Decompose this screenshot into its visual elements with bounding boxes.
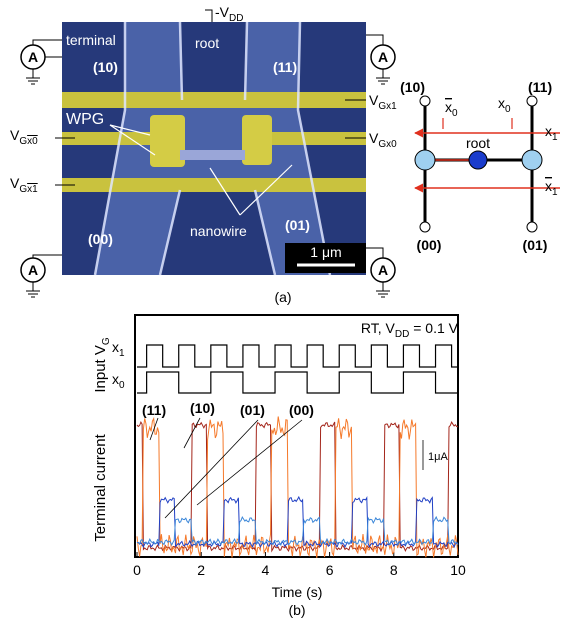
node-01: (01)	[523, 237, 548, 253]
x0-wave-main: x	[112, 371, 119, 387]
condition: RT, VDD = 0.1 V	[361, 320, 459, 340]
wpg-label: WPG	[66, 111, 104, 128]
figure: 1 μm terminal (10) (11) (01) (00) root W…	[0, 0, 566, 624]
x1-main: x	[545, 123, 552, 139]
x-tick-label: 10	[450, 562, 466, 578]
vdd-main: -V	[215, 4, 230, 20]
input-x0: x0	[498, 95, 511, 115]
vgx1-label: VGx1	[369, 92, 397, 112]
current-scale: 1μA	[428, 451, 448, 463]
x-tick-label: 2	[197, 562, 205, 578]
current-trace	[137, 417, 458, 558]
scale-bar-label: 1 μm	[310, 244, 341, 260]
input-label-main: Input V	[92, 345, 109, 393]
x1-wave-main: x	[112, 339, 119, 355]
x0-wave-label: x0	[112, 371, 125, 391]
vgx1bar-label: VGx1	[10, 175, 38, 195]
caption-b: (b)	[288, 602, 305, 618]
input-x1: x1	[545, 123, 558, 143]
node-10: (10)	[400, 79, 425, 95]
condition-post: = 0.1 V	[409, 320, 458, 336]
caption-a: (a)	[274, 289, 291, 305]
x0-sub: 0	[505, 104, 511, 115]
x-tick-label: 6	[326, 562, 334, 578]
x1bar-sub: 1	[552, 187, 558, 198]
sem-image: 1 μm terminal (10) (11) (01) (00) root W…	[62, 22, 366, 275]
x1bar-main: x	[545, 178, 552, 194]
input-label: Input VG	[92, 337, 112, 393]
x0bar-main: x	[445, 99, 452, 115]
vgx0-label: VGx0	[369, 130, 397, 150]
ammeter-label: A	[28, 262, 38, 278]
x0-wave-sub: 0	[119, 380, 125, 391]
current-label: Terminal current	[92, 433, 109, 541]
vgx1-sub: Gx1	[378, 101, 397, 112]
ammeter-label: A	[378, 49, 388, 65]
nanowire-label: nanowire	[190, 223, 247, 239]
trace-label-11: (11)	[142, 402, 166, 418]
vgx0bar-label: VGx0	[10, 127, 38, 147]
terminal-10: (10)	[93, 59, 118, 75]
terminal-11: (11)	[273, 59, 297, 75]
root-label: root	[195, 35, 219, 51]
x1-wave-sub: 1	[119, 348, 125, 359]
terminal-label: terminal	[66, 32, 116, 48]
x-tick-label: 4	[262, 562, 270, 578]
terminal-01: (01)	[285, 217, 310, 233]
x-tick-label: 0	[133, 562, 141, 578]
trace-label-10: (10)	[190, 400, 215, 416]
ammeter-label: A	[378, 262, 388, 278]
vgx1bar-bar: x1	[27, 184, 38, 195]
node-00: (00)	[417, 237, 442, 253]
ammeter-label: A	[28, 49, 38, 65]
plot-area: 0 2 4 6 8 10	[133, 345, 466, 578]
schematic-root: root	[466, 135, 490, 151]
vgx0-sub: Gx0	[378, 139, 397, 150]
input-x1bar: x1	[545, 178, 558, 198]
input-label-sub: G	[101, 337, 112, 345]
x1-sub: 1	[552, 132, 558, 143]
x1-wave-label: x1	[112, 339, 125, 359]
x0-main: x	[498, 95, 505, 111]
x-tick-label: 8	[390, 562, 398, 578]
condition-sub: DD	[395, 329, 409, 340]
schematic	[415, 96, 560, 232]
condition-pre: RT, V	[361, 320, 396, 336]
vgx0bar-bar: x0	[27, 136, 38, 147]
node-11: (11)	[528, 79, 552, 95]
trace-label-01: (01)	[240, 402, 265, 418]
x0bar-sub: 0	[452, 108, 458, 119]
x-axis-label: Time (s)	[272, 584, 323, 600]
input-wave-x0	[137, 372, 458, 393]
input-wave-x1	[137, 345, 458, 367]
trace-label-00: (00)	[289, 402, 314, 418]
vdd-sub: DD	[229, 13, 243, 24]
current-trace	[137, 422, 458, 551]
terminal-00: (00)	[88, 231, 113, 247]
vdd-label: -VDD	[215, 4, 243, 24]
input-x0bar: x0	[445, 99, 458, 119]
